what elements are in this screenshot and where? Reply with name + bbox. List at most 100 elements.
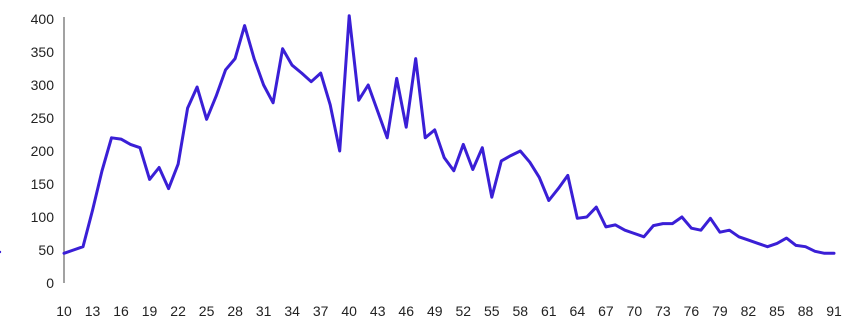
x-tick-label: 34 xyxy=(284,303,300,319)
x-tick-label: 52 xyxy=(455,303,471,319)
x-tick-label: 79 xyxy=(712,303,728,319)
data-point xyxy=(233,57,237,60)
y-tick-label: 50 xyxy=(38,242,54,258)
data-point xyxy=(252,57,256,60)
data-point xyxy=(576,217,579,220)
data-point xyxy=(62,252,66,255)
data-point xyxy=(547,199,550,202)
y-tick-label: 250 xyxy=(31,110,55,126)
data-point xyxy=(195,85,199,89)
data-point xyxy=(737,235,741,238)
x-tick-label: 67 xyxy=(598,303,614,319)
data-point xyxy=(500,159,503,163)
data-point xyxy=(367,83,370,87)
y-axis: 0 50 100 150 200 250 300 350 400 xyxy=(31,11,65,291)
data-point xyxy=(148,178,151,181)
x-tick-label: 43 xyxy=(370,303,386,319)
series-line xyxy=(62,14,836,255)
data-point xyxy=(72,248,75,252)
data-point xyxy=(709,217,712,220)
data-point xyxy=(566,174,569,177)
x-tick-label: 91 xyxy=(826,303,842,319)
x-tick-label: 10 xyxy=(56,303,72,319)
x-tick-label: 22 xyxy=(170,303,186,319)
data-point xyxy=(756,242,760,245)
x-tick-label: 64 xyxy=(570,303,586,319)
data-point xyxy=(604,225,608,229)
x-tick-label: 13 xyxy=(85,303,101,319)
data-point xyxy=(804,245,807,248)
data-point xyxy=(205,118,208,121)
data-point xyxy=(718,231,722,234)
data-point xyxy=(471,168,474,171)
data-point xyxy=(157,166,161,169)
data-point xyxy=(813,250,817,253)
x-tick-label: 85 xyxy=(769,303,785,319)
data-point xyxy=(243,24,246,27)
data-point xyxy=(766,245,769,248)
data-point xyxy=(100,169,104,172)
y-tick-label: 400 xyxy=(31,11,55,27)
data-point xyxy=(443,156,446,159)
data-point xyxy=(690,227,693,230)
x-tick-label: 19 xyxy=(142,303,158,319)
data-point xyxy=(386,136,389,139)
data-point xyxy=(91,209,94,212)
data-point xyxy=(775,242,779,245)
data-point xyxy=(785,236,788,240)
data-point xyxy=(376,110,379,113)
data-point xyxy=(519,149,522,153)
x-tick-label: 16 xyxy=(113,303,129,319)
x-tick-label: 88 xyxy=(798,303,814,319)
data-point xyxy=(186,106,189,110)
data-point xyxy=(538,176,541,179)
x-tick-label: 76 xyxy=(684,303,700,319)
data-point xyxy=(329,103,332,107)
data-point xyxy=(262,83,265,87)
data-point xyxy=(462,143,465,146)
data-point xyxy=(167,187,170,190)
data-point xyxy=(794,244,798,247)
data-point xyxy=(138,146,142,149)
y-tick-label: 100 xyxy=(31,209,55,225)
data-point xyxy=(424,136,427,139)
x-tick-label: 37 xyxy=(313,303,329,319)
data-point xyxy=(661,222,665,225)
data-point xyxy=(642,235,646,238)
data-point xyxy=(214,95,218,98)
data-point xyxy=(405,126,408,129)
y-tick-label: 200 xyxy=(31,143,55,159)
data-point xyxy=(671,222,674,225)
data-point xyxy=(528,161,531,164)
x-tick-label: 28 xyxy=(227,303,243,319)
x-tick-label: 58 xyxy=(513,303,529,319)
x-tick-label: 40 xyxy=(341,303,357,319)
y-tick-label: 150 xyxy=(31,176,55,192)
data-point xyxy=(119,137,123,141)
x-tick-label: 31 xyxy=(256,303,272,319)
data-point xyxy=(395,77,398,80)
data-point xyxy=(224,68,227,72)
data-point xyxy=(290,63,294,67)
data-point xyxy=(680,215,684,219)
x-tick-label: 25 xyxy=(199,303,215,319)
x-tick-label: 73 xyxy=(655,303,671,319)
data-point xyxy=(338,149,341,153)
x-tick-label: 61 xyxy=(541,303,557,319)
data-point xyxy=(414,57,417,60)
data-point xyxy=(110,136,113,139)
x-tick-label: 55 xyxy=(484,303,500,319)
data-point xyxy=(728,229,731,232)
data-point xyxy=(699,229,703,232)
data-point xyxy=(557,187,560,190)
data-point xyxy=(633,232,636,235)
x-tick-label: 82 xyxy=(741,303,757,319)
data-point xyxy=(271,101,275,105)
y-tick-label: 0 xyxy=(46,275,54,291)
data-point xyxy=(623,229,627,232)
y-tick-label: 300 xyxy=(31,77,55,93)
data-point xyxy=(509,154,512,157)
y-tick-label: 350 xyxy=(31,44,55,60)
x-tick-label: 46 xyxy=(398,303,414,319)
